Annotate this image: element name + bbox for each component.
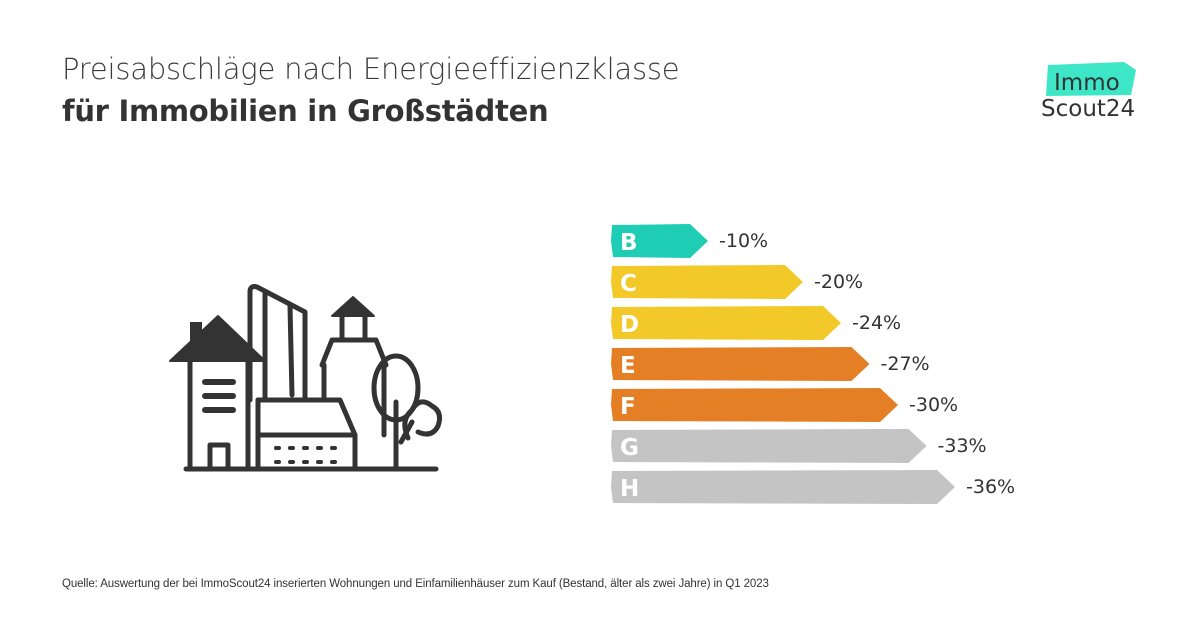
chart-title-line1: Preisabschläge nach Energieeffizienzklas… [62, 52, 680, 86]
bar-g [611, 429, 927, 463]
tree-icon [371, 353, 442, 471]
bar-label-d: D [620, 312, 639, 338]
skyscraper-icon [247, 284, 308, 403]
bar-label-b: B [620, 230, 638, 256]
bar-value-h: -36% [966, 476, 1015, 498]
bar-label-h: H [620, 476, 639, 502]
chart-title-line2: für Immobilien in Großstädten [62, 94, 549, 128]
bar-f [611, 388, 898, 422]
bar-value-c: -20% [814, 271, 863, 293]
bar-value-g: -33% [938, 435, 987, 457]
bar-label-e: E [620, 353, 636, 379]
bar-label-g: G [620, 435, 639, 461]
bar-value-f: -30% [909, 394, 958, 416]
bar-h [611, 470, 955, 504]
immoscout24-logo: Immo Scout24 [1041, 62, 1136, 122]
source-note: Quelle: Auswertung der bei ImmoScout24 i… [62, 578, 769, 590]
bar-c [611, 265, 803, 299]
bar-value-b: -10% [719, 230, 768, 252]
bar-b [611, 224, 708, 258]
bar-label-c: C [620, 271, 637, 297]
city-buildings-icon [169, 284, 442, 472]
bar-value-d: -24% [852, 312, 901, 334]
bar-d [611, 306, 841, 340]
tower-icon [319, 296, 389, 438]
bar-value-e: -27% [881, 353, 930, 375]
logo-text-scout24: Scout24 [1041, 96, 1135, 122]
house-icon [169, 315, 266, 471]
low-building-icon [255, 397, 358, 471]
logo-text-immo: Immo [1054, 70, 1120, 96]
bar-e [611, 347, 870, 381]
bar-label-f: F [620, 394, 636, 420]
logo-accent-shape [1046, 62, 1136, 96]
